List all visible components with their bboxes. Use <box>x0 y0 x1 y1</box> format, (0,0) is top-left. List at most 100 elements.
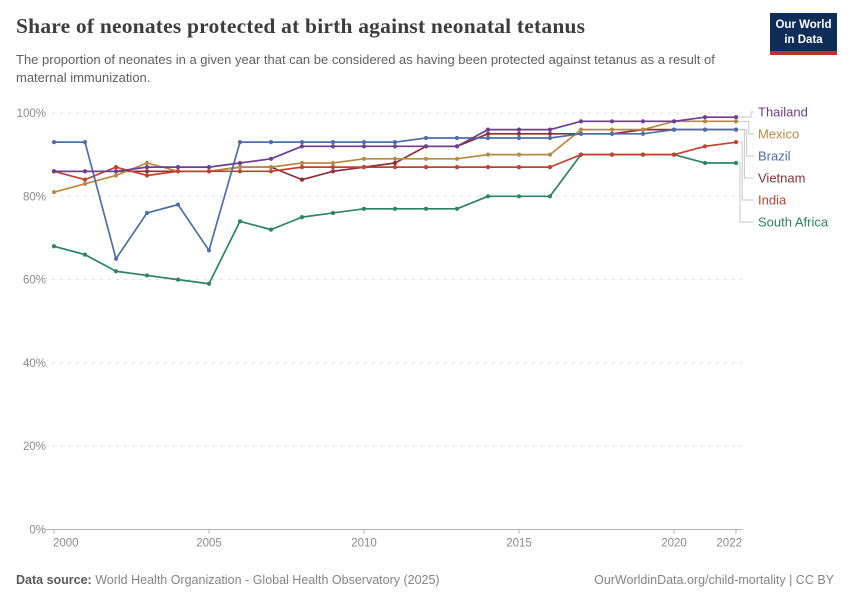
point-thailand-2014[interactable] <box>485 127 491 132</box>
point-india-2001[interactable] <box>82 177 88 182</box>
point-mexico-2019[interactable] <box>640 127 646 132</box>
point-india-2013[interactable] <box>454 165 460 170</box>
point-thailand-2000[interactable] <box>51 169 57 174</box>
point-thailand-2002[interactable] <box>113 169 119 174</box>
point-india-2005[interactable] <box>206 169 212 174</box>
point-india-2021[interactable] <box>702 144 708 149</box>
point-brazil-2004[interactable] <box>175 202 181 207</box>
owid-url-link[interactable]: OurWorldinData.org/child-mortality <box>594 573 786 587</box>
point-india-2014[interactable] <box>485 165 491 170</box>
series-thailand[interactable] <box>51 115 739 174</box>
point-india-2006[interactable] <box>237 169 243 174</box>
point-south-africa-2008[interactable] <box>299 215 305 220</box>
point-brazil-2002[interactable] <box>113 256 119 261</box>
point-south-africa-2005[interactable] <box>206 281 212 286</box>
series-mexico[interactable] <box>51 119 739 195</box>
point-south-africa-2022[interactable] <box>733 160 739 166</box>
point-south-africa-2000[interactable] <box>51 244 57 249</box>
point-india-2019[interactable] <box>640 152 646 157</box>
point-vietnam-2016[interactable] <box>547 131 553 136</box>
point-brazil-2009[interactable] <box>330 140 336 145</box>
point-mexico-2012[interactable] <box>423 156 429 161</box>
point-mexico-2011[interactable] <box>392 156 398 161</box>
point-mexico-2014[interactable] <box>485 152 491 157</box>
point-south-africa-2015[interactable] <box>516 194 522 199</box>
point-thailand-2015[interactable] <box>516 127 522 132</box>
license-badge[interactable]: CC BY <box>795 573 834 587</box>
point-thailand-2009[interactable] <box>330 144 336 149</box>
point-brazil-2021[interactable] <box>702 127 708 132</box>
point-brazil-2020[interactable] <box>671 127 677 132</box>
point-brazil-2008[interactable] <box>299 140 305 145</box>
series-brazil[interactable] <box>51 127 739 261</box>
point-brazil-2012[interactable] <box>423 135 429 141</box>
point-brazil-2005[interactable] <box>206 248 212 253</box>
point-brazil-2022[interactable] <box>733 127 739 132</box>
series-india[interactable] <box>51 140 739 182</box>
point-brazil-2007[interactable] <box>268 140 274 145</box>
point-vietnam-2008[interactable] <box>299 177 305 182</box>
series-south-africa[interactable] <box>51 152 739 286</box>
point-south-africa-2011[interactable] <box>392 206 398 211</box>
point-mexico-2018[interactable] <box>609 127 615 132</box>
point-south-africa-2002[interactable] <box>113 269 119 274</box>
legend-label-south-africa[interactable]: South Africa <box>758 215 829 230</box>
point-thailand-2021[interactable] <box>702 115 708 120</box>
point-brazil-2019[interactable] <box>640 131 646 136</box>
point-south-africa-2014[interactable] <box>485 194 491 199</box>
point-mexico-2017[interactable] <box>578 127 584 132</box>
point-brazil-2017[interactable] <box>578 131 584 136</box>
point-mexico-2007[interactable] <box>268 165 274 170</box>
point-south-africa-2012[interactable] <box>423 206 429 211</box>
point-india-2008[interactable] <box>299 165 305 170</box>
point-thailand-2022[interactable] <box>733 115 739 120</box>
legend-label-vietnam[interactable]: Vietnam <box>758 171 805 186</box>
point-mexico-2009[interactable] <box>330 160 336 166</box>
point-vietnam-2015[interactable] <box>516 131 522 136</box>
legend-label-india[interactable]: India <box>758 193 787 208</box>
point-thailand-2006[interactable] <box>237 160 243 166</box>
point-thailand-2013[interactable] <box>454 144 460 149</box>
point-mexico-2016[interactable] <box>547 152 553 157</box>
point-mexico-2022[interactable] <box>733 119 739 124</box>
point-south-africa-2013[interactable] <box>454 206 460 211</box>
point-south-africa-2003[interactable] <box>144 273 150 278</box>
point-mexico-2003[interactable] <box>144 160 150 166</box>
point-mexico-2010[interactable] <box>361 156 367 161</box>
point-vietnam-2009[interactable] <box>330 169 336 174</box>
point-india-2017[interactable] <box>578 152 584 157</box>
point-thailand-2011[interactable] <box>392 144 398 149</box>
point-india-2007[interactable] <box>268 169 274 174</box>
point-brazil-2000[interactable] <box>51 140 57 145</box>
point-mexico-2006[interactable] <box>237 165 243 170</box>
point-south-africa-2001[interactable] <box>82 252 88 257</box>
legend-label-thailand[interactable]: Thailand <box>758 105 808 120</box>
point-vietnam-2003[interactable] <box>144 169 150 174</box>
point-mexico-2000[interactable] <box>51 190 57 195</box>
point-thailand-2018[interactable] <box>609 119 615 124</box>
point-south-africa-2016[interactable] <box>547 194 553 199</box>
point-brazil-2006[interactable] <box>237 140 243 145</box>
point-thailand-2010[interactable] <box>361 144 367 149</box>
point-south-africa-2004[interactable] <box>175 277 181 282</box>
point-thailand-2003[interactable] <box>144 165 150 170</box>
point-thailand-2001[interactable] <box>82 169 88 174</box>
point-mexico-2021[interactable] <box>702 119 708 124</box>
point-south-africa-2006[interactable] <box>237 219 243 224</box>
point-vietnam-2011[interactable] <box>392 160 398 166</box>
point-brazil-2013[interactable] <box>454 135 460 141</box>
point-thailand-2012[interactable] <box>423 144 429 149</box>
point-thailand-2019[interactable] <box>640 119 646 124</box>
point-india-2003[interactable] <box>144 173 150 178</box>
point-brazil-2015[interactable] <box>516 135 522 141</box>
point-brazil-2010[interactable] <box>361 140 367 145</box>
point-south-africa-2009[interactable] <box>330 210 336 216</box>
point-thailand-2020[interactable] <box>671 119 677 124</box>
point-south-africa-2010[interactable] <box>361 206 367 211</box>
point-mexico-2015[interactable] <box>516 152 522 157</box>
owid-logo[interactable]: Our World in Data <box>770 13 837 56</box>
point-india-2020[interactable] <box>671 152 677 157</box>
point-india-2004[interactable] <box>175 169 181 174</box>
point-india-2022[interactable] <box>733 140 739 145</box>
point-india-2018[interactable] <box>609 152 615 157</box>
